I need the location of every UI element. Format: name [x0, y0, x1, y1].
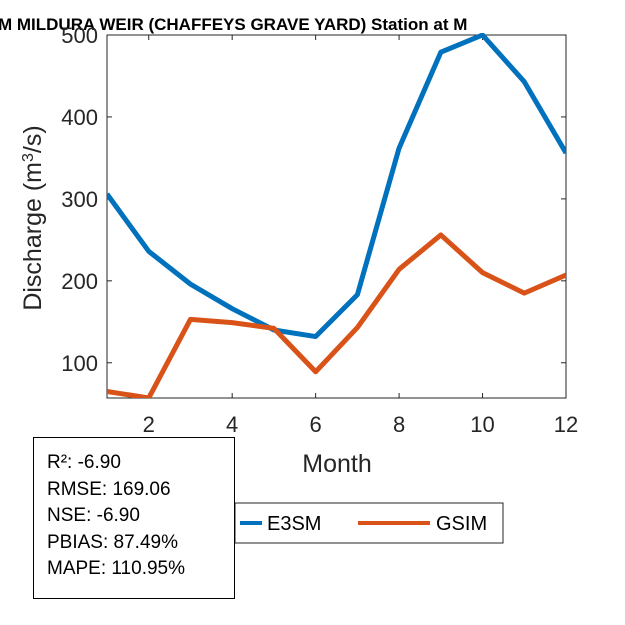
y-tick-label: 300	[61, 187, 98, 212]
y-axis-ticks: 100 200 300 400 500	[61, 23, 566, 376]
series-line-gsim	[107, 232, 566, 398]
legend-label-gsim: GSIM	[436, 513, 487, 535]
x-axis-label: Month	[302, 450, 371, 478]
legend: E3SM GSIM	[234, 502, 504, 544]
y-axis-label: Discharge (m3/s)	[19, 125, 47, 310]
x-tick-label: 10	[470, 412, 494, 437]
y-axis-label-end: /s)	[19, 125, 47, 153]
x-tick-label: 6	[310, 412, 322, 437]
y-tick-label: 400	[61, 105, 98, 130]
y-tick-label: 200	[61, 269, 98, 294]
x-axis-ticks: 2 4 6 8 10 12	[143, 35, 578, 437]
y-tick-label: 100	[61, 351, 98, 376]
stat-mape: MAPE: 110.95%	[47, 558, 186, 579]
stat-r2: R²: -6.90	[47, 452, 121, 473]
stat-nse: NSE: -6.90	[47, 505, 140, 526]
stats-box: R²: -6.90 RMSE: 169.06 NSE: -6.90 PBIAS:…	[33, 437, 235, 599]
stat-rmse: RMSE: 169.06	[47, 478, 171, 500]
x-tick-label: 12	[554, 412, 578, 437]
y-tick-label: 500	[61, 23, 98, 48]
y-axis-label-main: Discharge (m	[19, 162, 47, 311]
series-line-e3sm	[107, 33, 566, 340]
series-layer	[107, 33, 566, 398]
chart-title: M MILDURA WEIR (CHAFFEYS GRAVE YARD) Sta…	[0, 15, 467, 34]
x-tick-label: 8	[393, 412, 405, 437]
y-axis-label-sup: 3	[20, 153, 37, 162]
stat-pbias: PBIAS: 87.49%	[47, 531, 178, 553]
legend-label-e3sm: E3SM	[267, 513, 321, 535]
x-tick-label: 2	[143, 412, 155, 437]
x-tick-label: 4	[226, 412, 238, 437]
